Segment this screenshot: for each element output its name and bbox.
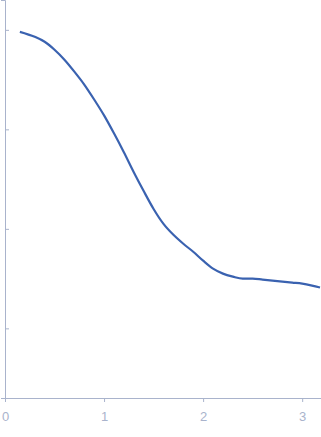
y-tick-mark xyxy=(5,30,9,31)
x-tick: 0 xyxy=(2,398,9,424)
y-axis-line xyxy=(1,1,6,399)
y-tick xyxy=(5,30,9,31)
y-tick xyxy=(5,328,9,329)
x-tick: 2 xyxy=(200,398,207,424)
x-tick-label: 1 xyxy=(101,409,108,424)
x-tick-label: 2 xyxy=(200,409,207,424)
chart: 0 1 2 3 xyxy=(0,0,321,437)
x-tick-mark xyxy=(302,398,303,402)
x-tick: 1 xyxy=(101,398,108,424)
x-axis: 0 1 2 3 xyxy=(2,398,321,424)
y-axis xyxy=(1,1,9,399)
y-tick-mark xyxy=(5,129,9,130)
x-tick-label: 0 xyxy=(2,409,9,424)
x-tick-label: 3 xyxy=(299,409,306,424)
x-tick-mark xyxy=(203,398,204,402)
y-tick-mark xyxy=(5,229,9,230)
plot: 0 1 2 3 xyxy=(1,1,321,424)
y-tick xyxy=(5,129,9,130)
x-tick-mark xyxy=(104,398,105,402)
data xyxy=(20,32,320,288)
x-tick: 3 xyxy=(299,398,306,424)
data-line xyxy=(20,32,320,288)
y-tick xyxy=(5,229,9,230)
y-tick-mark xyxy=(5,328,9,329)
x-axis-line xyxy=(6,399,321,403)
